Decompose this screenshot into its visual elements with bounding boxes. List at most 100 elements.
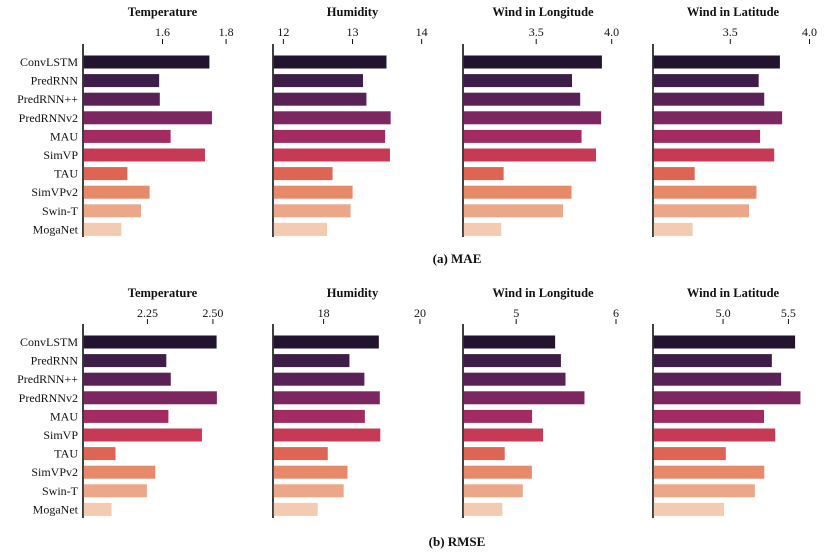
bar-wind-in-longitude-moganet [463,222,502,236]
panel-title-wind-in-latitude: Wind in Latitude [687,286,780,300]
tick-label-wind-in-longitude: 6 [613,306,619,320]
tick-label-wind-in-longitude: 3.5 [529,25,544,39]
bar-wind-in-latitude-swin-t [653,204,750,218]
bar-temperature-predrnn- [83,372,171,386]
bar-humidity-swin-t [273,204,351,218]
bar-humidity-mau [273,129,386,143]
bar-temperature-predrnnv2 [83,111,212,125]
bar-humidity-predrnnv2 [273,391,380,405]
category-label-simvp: SimVP [43,428,78,442]
bar-wind-in-longitude-swin-t [463,484,523,498]
caption-mae: (a) MAE [433,251,482,266]
tick-label-wind-in-latitude: 5.0 [716,306,731,320]
panel-title-temperature: Temperature [128,286,198,300]
bar-temperature-simvpv2 [83,465,156,479]
bar-wind-in-longitude-moganet [463,502,503,516]
tick-label-temperature: 1.6 [155,25,170,39]
caption-rmse: (b) RMSE [429,534,486,549]
bar-humidity-tau [273,167,333,181]
bar-humidity-predrnn- [273,372,365,386]
panel-title-humidity: Humidity [327,286,379,300]
tick-label-wind-in-longitude: 5 [513,306,519,320]
bar-wind-in-latitude-convlstm [653,55,780,69]
bar-wind-in-latitude-moganet [653,222,693,236]
bar-wind-in-latitude-tau [653,447,726,461]
bar-temperature-swin-t [83,484,147,498]
category-label-tau: TAU [54,167,78,181]
bar-wind-in-latitude-convlstm [653,335,796,349]
category-label-simvp: SimVP [43,148,78,162]
tick-label-humidity: 12 [277,25,289,39]
bar-wind-in-latitude-simvp [653,428,776,442]
bar-humidity-simvpv2 [273,185,353,199]
bar-humidity-predrnn [273,74,363,88]
bar-temperature-convlstm [83,335,217,349]
bar-humidity-convlstm [273,335,379,349]
bar-wind-in-longitude-predrnn- [463,92,581,106]
bar-wind-in-longitude-simvpv2 [463,185,572,199]
bar-wind-in-longitude-predrnnv2 [463,111,602,125]
bar-humidity-predrnn- [273,92,367,106]
bar-wind-in-latitude-swin-t [653,484,755,498]
bar-temperature-moganet [83,502,112,516]
bar-temperature-predrnnv2 [83,391,217,405]
tick-label-wind-in-longitude: 4.0 [604,25,619,39]
category-label-moganet: MogaNet [33,502,79,516]
category-label-predrnn: PredRNN [31,74,79,88]
category-label-predrnnv2: PredRNNv2 [19,111,78,125]
tick-label-temperature: 2.25 [137,306,158,320]
bar-wind-in-longitude-convlstm [463,55,602,69]
category-label-predrnn: PredRNN [31,354,79,368]
bar-wind-in-latitude-mau [653,409,764,423]
bar-humidity-mau [273,409,365,423]
bar-humidity-swin-t [273,484,344,498]
bar-wind-in-latitude-predrnnv2 [653,391,801,405]
bar-humidity-tau [273,447,328,461]
bar-wind-in-longitude-predrnn [463,354,561,368]
bar-wind-in-latitude-predrnn- [653,372,782,386]
bar-temperature-tau [83,167,128,181]
category-label-mau: MAU [50,129,78,143]
bar-temperature-tau [83,447,116,461]
tick-label-humidity: 14 [416,25,428,39]
bar-temperature-simvp [83,428,202,442]
panel-title-wind-in-longitude: Wind in Longitude [492,286,594,300]
category-label-moganet: MogaNet [33,222,79,236]
tick-label-temperature: 1.8 [219,25,234,39]
bar-humidity-moganet [273,222,328,236]
bar-wind-in-longitude-mau [463,129,582,143]
category-label-mau: MAU [50,409,78,423]
bar-temperature-convlstm [83,55,210,69]
category-label-convlstm: ConvLSTM [20,335,78,349]
tick-label-wind-in-latitude: 4.0 [802,25,817,39]
category-label-swin-t: Swin-T [42,484,79,498]
bar-temperature-mau [83,409,169,423]
tick-label-humidity: 20 [414,306,426,320]
bar-wind-in-longitude-predrnnv2 [463,391,585,405]
bar-wind-in-latitude-predrnn [653,354,772,368]
category-label-simvpv2: SimVPv2 [31,465,78,479]
tick-label-wind-in-latitude: 5.5 [781,306,796,320]
bar-wind-in-longitude-simvp [463,428,544,442]
bar-humidity-simvp [273,428,381,442]
bar-wind-in-latitude-predrnnv2 [653,111,783,125]
panel-title-temperature: Temperature [128,5,198,19]
bar-wind-in-latitude-simvp [653,148,775,162]
bar-wind-in-longitude-simvp [463,148,597,162]
tick-label-humidity: 18 [318,306,330,320]
bar-wind-in-latitude-predrnn [653,74,759,88]
bar-temperature-moganet [83,222,122,236]
bar-wind-in-latitude-mau [653,129,761,143]
bar-temperature-predrnn [83,354,167,368]
bar-humidity-moganet [273,502,318,516]
bar-temperature-simvp [83,148,205,162]
bar-temperature-swin-t [83,204,142,218]
bar-wind-in-longitude-predrnn [463,74,573,88]
chart-layer: ConvLSTM PredRNN PredRNN++ PredRNNv2 MAU SimV… [17,5,817,549]
bar-temperature-predrnn [83,74,160,88]
category-label-simvpv2: SimVPv2 [31,185,78,199]
bar-humidity-predrnn [273,354,350,368]
panel-title-wind-in-latitude: Wind in Latitude [687,5,780,19]
tick-label-humidity: 13 [347,25,359,39]
